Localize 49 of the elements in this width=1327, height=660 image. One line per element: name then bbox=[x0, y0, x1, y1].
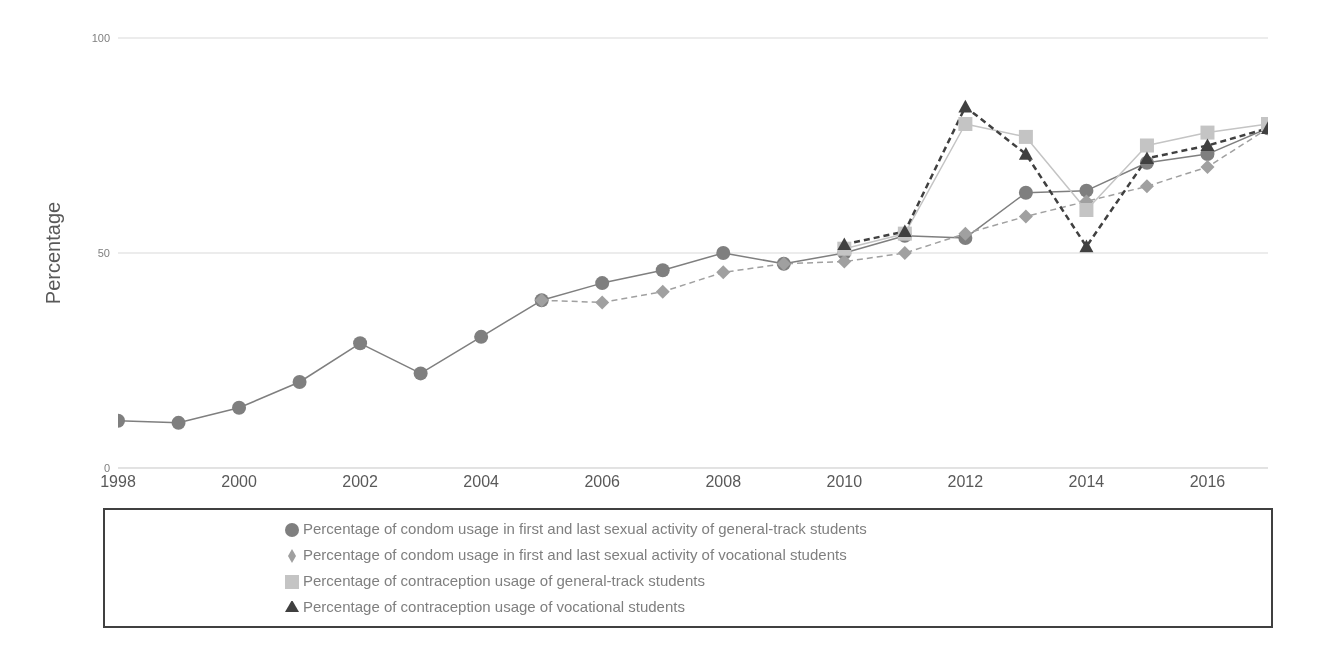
x-tick-label: 2006 bbox=[584, 473, 621, 491]
point bbox=[1200, 125, 1215, 140]
x-tick-label: 2010 bbox=[826, 473, 863, 491]
legend-label: Percentage of condom usage in first and last sexual activity of general-track students bbox=[303, 520, 867, 537]
point bbox=[595, 276, 610, 291]
point bbox=[1079, 239, 1094, 253]
point bbox=[1018, 147, 1033, 160]
point bbox=[353, 336, 368, 351]
x-tick-label: 1998 bbox=[100, 473, 136, 491]
legend-label: Percentage of condom usage in first and last sexual activity of vocational students bbox=[303, 546, 847, 563]
point bbox=[1139, 138, 1154, 153]
point bbox=[1018, 185, 1033, 200]
point bbox=[716, 265, 731, 280]
point bbox=[1139, 179, 1154, 194]
point bbox=[1200, 138, 1215, 152]
x-tick-label: 2002 bbox=[342, 473, 378, 491]
point bbox=[474, 329, 489, 344]
point bbox=[716, 246, 731, 260]
point bbox=[595, 295, 610, 310]
x-tick-label: 2016 bbox=[1189, 473, 1226, 491]
y-tick-label: 0 bbox=[103, 461, 110, 474]
point bbox=[1139, 151, 1154, 164]
x-tick-label: 2004 bbox=[463, 473, 500, 491]
legend-label: Percentage of contraception usage of vocational students bbox=[303, 598, 685, 615]
point bbox=[1200, 160, 1215, 174]
point bbox=[1079, 183, 1094, 198]
point bbox=[655, 284, 670, 299]
point bbox=[958, 117, 973, 131]
y-tick-label: 100 bbox=[91, 31, 110, 44]
x-tick-label: 2000 bbox=[221, 473, 257, 491]
y-axis-title: Percentage bbox=[42, 201, 65, 305]
point bbox=[837, 237, 852, 250]
y-tick-label: 50 bbox=[97, 246, 110, 259]
point bbox=[171, 415, 186, 430]
point bbox=[1018, 129, 1033, 144]
x-tick-label: 2012 bbox=[947, 473, 984, 491]
point bbox=[897, 246, 912, 260]
point bbox=[1018, 209, 1033, 224]
point bbox=[958, 99, 973, 113]
point bbox=[958, 226, 973, 241]
x-tick-label: 2014 bbox=[1068, 473, 1105, 491]
point bbox=[837, 254, 852, 269]
point bbox=[413, 366, 428, 381]
point bbox=[232, 400, 247, 415]
legend-label: Percentage of contraception usage of general-track students bbox=[303, 572, 705, 589]
x-tick-label: 2008 bbox=[705, 473, 742, 491]
point bbox=[292, 375, 307, 389]
point bbox=[1079, 203, 1094, 217]
point bbox=[655, 263, 670, 278]
